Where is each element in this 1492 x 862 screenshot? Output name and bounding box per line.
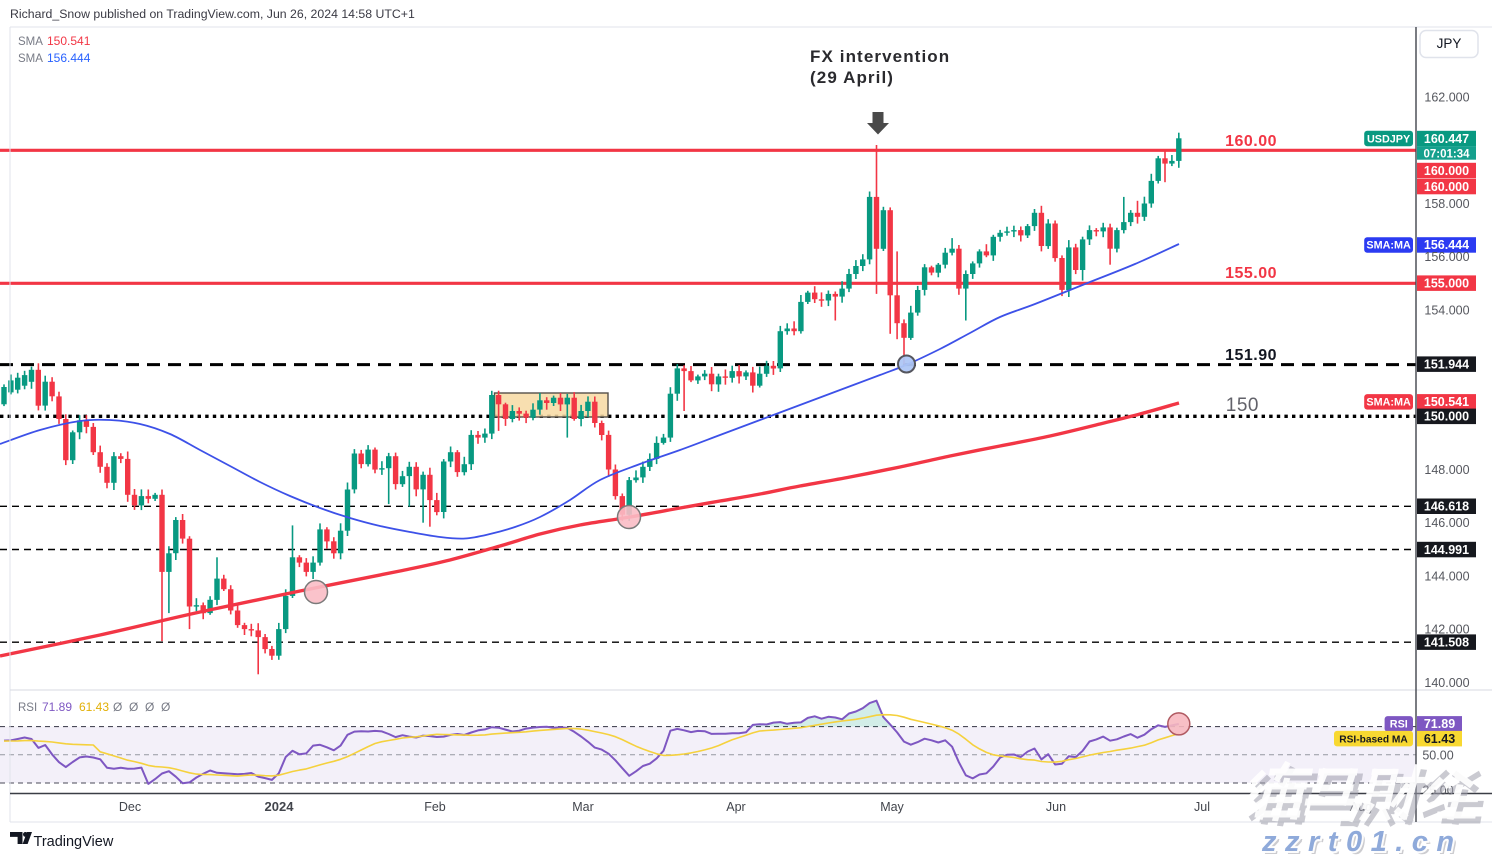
- svg-text:Ø Ø Ø Ø: Ø Ø Ø Ø: [113, 700, 170, 714]
- svg-text:150.541: 150.541: [47, 34, 91, 48]
- svg-text:155.00: 155.00: [1225, 265, 1277, 282]
- svg-text:SMA:MA: SMA:MA: [1366, 397, 1411, 409]
- svg-text:158.000: 158.000: [1424, 197, 1469, 211]
- svg-text:150: 150: [1226, 395, 1259, 416]
- svg-text:146.618: 146.618: [1424, 500, 1469, 514]
- svg-text:zzrt01.cn: zzrt01.cn: [1261, 826, 1463, 857]
- svg-text:156.444: 156.444: [47, 51, 91, 65]
- svg-text:Jun: Jun: [1046, 800, 1066, 814]
- svg-text:(29 April): (29 April): [810, 68, 894, 87]
- svg-text:TradingView: TradingView: [34, 834, 114, 850]
- svg-text:71.89: 71.89: [42, 700, 72, 714]
- svg-text:144.000: 144.000: [1424, 569, 1469, 583]
- svg-text:Richard_Snow published on Trad: Richard_Snow published on TradingView.co…: [10, 7, 415, 21]
- svg-text:155.000: 155.000: [1424, 277, 1469, 291]
- svg-text:71.89: 71.89: [1424, 717, 1455, 731]
- svg-text:160.000: 160.000: [1424, 164, 1469, 178]
- svg-text:SMA: SMA: [18, 53, 43, 65]
- svg-text:2024: 2024: [265, 799, 295, 814]
- svg-text:May: May: [880, 800, 904, 814]
- svg-text:Jul: Jul: [1194, 800, 1210, 814]
- svg-text:61.43: 61.43: [1424, 732, 1455, 746]
- svg-text:USDJPY: USDJPY: [1367, 133, 1411, 145]
- svg-text:RSI: RSI: [1390, 719, 1408, 731]
- svg-text:156.444: 156.444: [1424, 238, 1469, 252]
- svg-text:JPY: JPY: [1437, 36, 1462, 51]
- svg-text:61.43: 61.43: [79, 700, 109, 714]
- svg-text:146.000: 146.000: [1424, 516, 1469, 530]
- svg-text:RSI-based MA: RSI-based MA: [1339, 734, 1408, 745]
- svg-text:07:01:34: 07:01:34: [1423, 148, 1470, 160]
- svg-text:156.000: 156.000: [1424, 250, 1469, 264]
- svg-text:142.000: 142.000: [1424, 623, 1469, 637]
- svg-text:150.541: 150.541: [1424, 395, 1469, 409]
- svg-text:144.991: 144.991: [1424, 543, 1469, 557]
- svg-text:Feb: Feb: [424, 800, 446, 814]
- svg-text:Dec: Dec: [119, 800, 141, 814]
- svg-text:SMA:MA: SMA:MA: [1366, 240, 1411, 252]
- svg-text:160.447: 160.447: [1424, 132, 1469, 146]
- svg-text:141.508: 141.508: [1424, 635, 1469, 649]
- svg-text:RSI: RSI: [18, 702, 37, 714]
- svg-text:50.00: 50.00: [1422, 748, 1453, 762]
- svg-text:150.000: 150.000: [1424, 410, 1469, 424]
- svg-text:Apr: Apr: [726, 800, 745, 814]
- svg-text:162.000: 162.000: [1424, 91, 1469, 105]
- svg-text:154.000: 154.000: [1424, 303, 1469, 317]
- svg-text:151.90: 151.90: [1225, 347, 1277, 364]
- svg-text:SMA: SMA: [18, 36, 43, 48]
- svg-text:Mar: Mar: [572, 800, 594, 814]
- svg-text:160.00: 160.00: [1225, 133, 1277, 150]
- svg-text:160.000: 160.000: [1424, 180, 1469, 194]
- svg-text:140.000: 140.000: [1424, 676, 1469, 690]
- svg-text:148.000: 148.000: [1424, 463, 1469, 477]
- svg-text:zzrt01.cn: zzrt01.cn: [1264, 829, 1466, 857]
- svg-text:151.944: 151.944: [1424, 357, 1469, 371]
- svg-text:FX intervention: FX intervention: [810, 47, 950, 66]
